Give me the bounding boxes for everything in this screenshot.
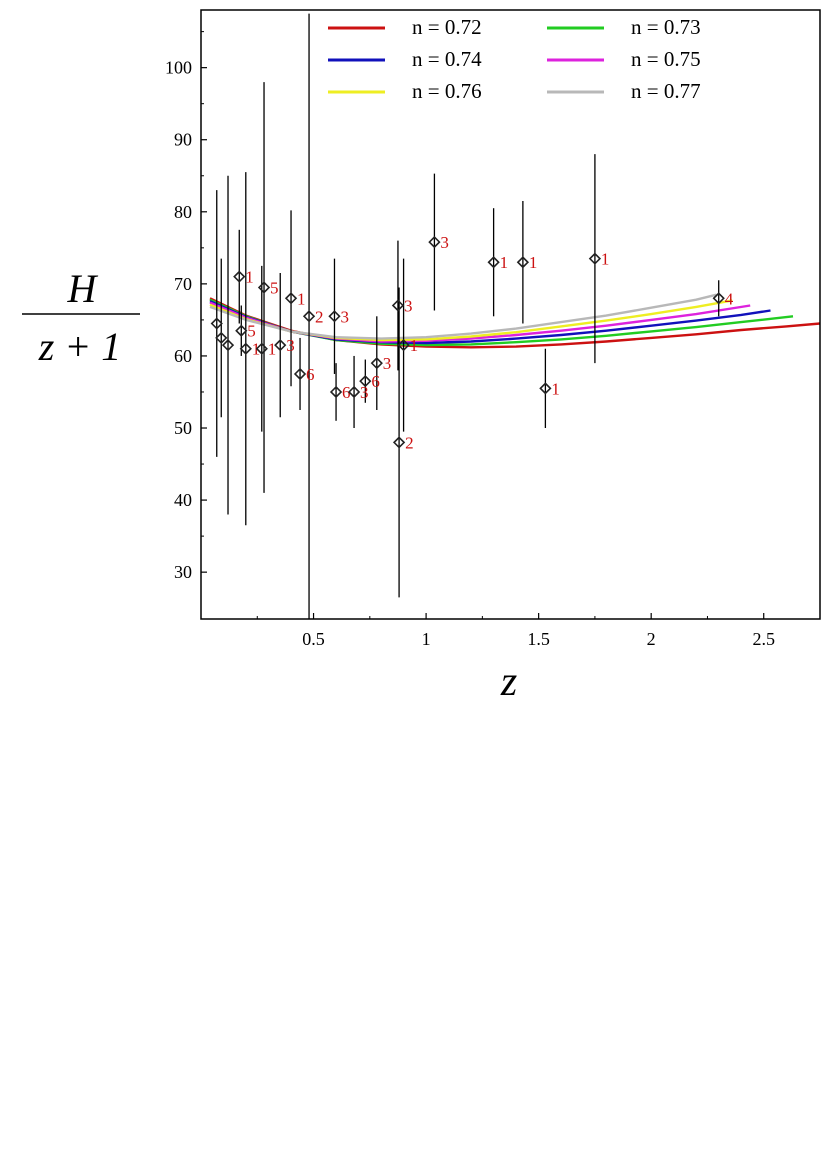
data-point: [428, 235, 441, 249]
x-tick-label: 2: [647, 629, 656, 649]
y-tick-label: 60: [174, 346, 192, 366]
error-bars: [216, 13, 720, 619]
legend: n = 0.72 n = 0.73 n = 0.74 n = 0.75 n = 0.76…: [328, 15, 701, 103]
data-point: [487, 256, 500, 269]
legend-entry: n = 0.77: [631, 79, 701, 103]
data-point-label: 3: [440, 233, 449, 252]
data-point: [210, 317, 223, 330]
data-point: [588, 252, 602, 265]
x-tick-label: 1: [422, 629, 431, 649]
data-point: [293, 367, 307, 381]
data-point-label: 3: [360, 383, 369, 402]
data-point: [235, 324, 248, 337]
data-point: [257, 281, 271, 294]
data-point: [329, 385, 343, 399]
data-point-label: 1: [529, 253, 538, 272]
data-point: [239, 342, 252, 355]
data-point: [284, 292, 298, 305]
data-point-label: 6: [306, 365, 315, 384]
data-point-label: 5: [270, 278, 279, 297]
legend-entry: n = 0.72: [412, 15, 482, 39]
y-tick-label: 90: [174, 130, 192, 150]
legend-entry: n = 0.74: [412, 47, 482, 71]
y-tick-label: 30: [174, 562, 192, 582]
data-point-label: 1: [500, 253, 509, 272]
data-point-label: 2: [315, 307, 324, 326]
data-point-label: 5: [247, 322, 256, 341]
x-tick-label: 1.5: [527, 629, 550, 649]
x-tick-label: 0.5: [302, 629, 325, 649]
data-point-label: 2: [405, 433, 414, 452]
data-point: [359, 375, 372, 388]
data-point-label: 1: [245, 268, 254, 287]
y-axis-ticks: 30 40 50 60 70 80 90 100: [165, 31, 207, 582]
data-point-label: 3: [404, 296, 413, 315]
data-point: [302, 310, 316, 323]
legend-entry: n = 0.75: [631, 47, 701, 71]
data-point-label: 1: [601, 250, 610, 269]
data-point: [516, 256, 530, 269]
data-point: [328, 310, 341, 323]
data-point: [539, 382, 552, 395]
data-point: [233, 270, 246, 283]
y-tick-label: 40: [174, 490, 192, 510]
data-point: [712, 292, 725, 305]
y-tick-label: 100: [165, 58, 192, 78]
data-point-label: 1: [551, 379, 560, 398]
data-point-label: 1: [410, 336, 419, 355]
data-point: [221, 338, 235, 352]
x-axis-label: z: [500, 659, 517, 705]
data-point: [215, 331, 228, 345]
data-point: [391, 299, 405, 312]
x-tick-label: 2.5: [752, 629, 775, 649]
x-axis-ticks: 0.5 1 1.5 2 2.5: [256, 613, 775, 649]
legend-entry: n = 0.73: [631, 15, 701, 39]
data-point-label: 3: [340, 307, 349, 326]
y-axis-label: H z + 1: [22, 266, 140, 369]
data-point-label: 6: [342, 383, 351, 402]
data-point: [370, 357, 383, 370]
y-axis-label-denominator: z + 1: [38, 324, 122, 369]
data-point: [347, 385, 361, 399]
data-point: [274, 338, 287, 352]
data-point-label: 1: [268, 340, 277, 359]
plot-frame: [200, 9, 821, 620]
data-point-label: 3: [286, 336, 295, 355]
legend-entry: n = 0.76: [412, 79, 482, 103]
data-point: [255, 342, 268, 355]
y-tick-label: 80: [174, 202, 192, 222]
data-point-label: 4: [725, 289, 734, 308]
y-axis-label-numerator: H: [67, 266, 99, 311]
data-point: [392, 436, 406, 449]
data-point-label: 6: [371, 372, 380, 391]
y-tick-label: 70: [174, 274, 192, 294]
data-point-label: 1: [297, 289, 306, 308]
data-point-label: 1: [252, 340, 261, 359]
y-tick-label: 50: [174, 418, 192, 438]
data-point: [397, 338, 410, 352]
data-point-label: 3: [383, 354, 392, 373]
